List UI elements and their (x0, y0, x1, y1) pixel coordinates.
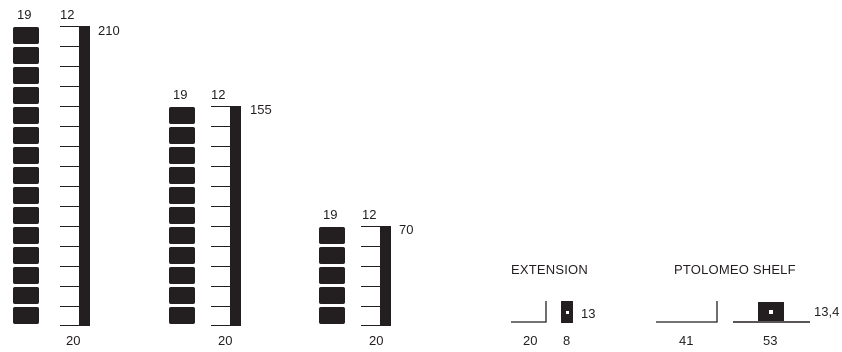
pole-tick (211, 206, 230, 207)
unit-3-height-label: 70 (399, 222, 414, 237)
shelf-block (13, 27, 39, 44)
pole-tick (211, 146, 230, 147)
pole-tick (361, 266, 380, 267)
pole-tick (60, 146, 79, 147)
shelf-block (13, 67, 39, 84)
unit-1-pole-bar (79, 26, 90, 326)
pole-tick (60, 126, 79, 127)
pole-tick (60, 86, 79, 87)
pole-tick (211, 325, 230, 326)
unit-3-block-width-label: 19 (323, 207, 338, 222)
unit-1-pole-width-label: 12 (60, 7, 75, 22)
unit-1-height-label: 210 (98, 23, 120, 38)
shelf-block (319, 227, 345, 244)
shelf-block (13, 167, 39, 184)
pole-tick (60, 66, 79, 67)
pole-tick (211, 286, 230, 287)
shelf-block (169, 167, 195, 184)
pole-tick (211, 306, 230, 307)
shelf-block (169, 207, 195, 224)
shelf-block (13, 207, 39, 224)
shelf-block (13, 127, 39, 144)
pole-tick (211, 246, 230, 247)
unit-2-pole-width-label: 12 (211, 87, 226, 102)
shelf-block (169, 307, 195, 324)
shelf-block (13, 287, 39, 304)
shelf-block (13, 227, 39, 244)
shelf-block (169, 147, 195, 164)
pole-tick (60, 286, 79, 287)
unit-1-depth-label: 20 (66, 333, 81, 348)
pole-tick (361, 246, 380, 247)
unit-3-pole (361, 226, 391, 326)
shelf-section-dot-icon (769, 310, 773, 314)
shelf-block (169, 227, 195, 244)
extension-title: EXTENSION (511, 262, 588, 277)
extension-depth-label: 20 (523, 333, 538, 348)
unit-2-block-width-label: 19 (173, 87, 188, 102)
pole-tick (361, 286, 380, 287)
unit-2-height-label: 155 (250, 102, 272, 117)
extension-side-profile-icon (511, 301, 547, 323)
shelf-block (319, 267, 345, 284)
shelf-height-label: 13,4 (814, 304, 840, 319)
shelf-block (319, 287, 345, 304)
shelf-side-profile-icon (656, 301, 718, 323)
shelf-block (319, 247, 345, 264)
pole-tick (361, 226, 380, 227)
unit-2-pole-bar (230, 106, 241, 326)
extension-section-dot-icon (566, 311, 569, 314)
pole-tick (60, 266, 79, 267)
unit-1-pole (60, 26, 90, 326)
pole-tick (211, 226, 230, 227)
pole-tick (211, 166, 230, 167)
pole-tick (60, 306, 79, 307)
pole-tick (211, 186, 230, 187)
shelf-block (169, 267, 195, 284)
pole-tick (60, 106, 79, 107)
shelf-block (13, 47, 39, 64)
pole-tick (60, 26, 79, 27)
shelf-width-label: 53 (763, 333, 778, 348)
unit-2-depth-label: 20 (218, 333, 233, 348)
shelf-block (13, 147, 39, 164)
pole-tick (211, 106, 230, 107)
shelf-block (13, 307, 39, 324)
extension-height-label: 13 (581, 306, 596, 321)
pole-tick (60, 166, 79, 167)
shelf-block (319, 307, 345, 324)
shelf-depth-label: 41 (679, 333, 694, 348)
pole-tick (211, 266, 230, 267)
shelf-block (13, 247, 39, 264)
pole-tick (60, 325, 79, 326)
unit-3-pole-width-label: 12 (362, 207, 377, 222)
unit-2-pole (211, 106, 241, 326)
pole-tick (361, 325, 380, 326)
unit-3-pole-bar (380, 226, 391, 326)
unit-3-block-stack (319, 226, 345, 326)
pole-tick (60, 206, 79, 207)
shelf-block (169, 107, 195, 124)
shelf-block (169, 187, 195, 204)
unit-3-depth-label: 20 (369, 333, 384, 348)
unit-1-block-width-label: 19 (17, 7, 32, 22)
pole-tick (60, 246, 79, 247)
pole-tick (361, 306, 380, 307)
unit-2-block-stack (169, 106, 195, 326)
shelf-block (13, 87, 39, 104)
pole-tick (211, 126, 230, 127)
pole-tick (60, 186, 79, 187)
shelf-block (13, 187, 39, 204)
shelf-block (169, 287, 195, 304)
shelf-block (169, 127, 195, 144)
shelf-title: PTOLOMEO SHELF (674, 262, 796, 277)
shelf-block (13, 107, 39, 124)
pole-tick (60, 46, 79, 47)
shelf-block (13, 267, 39, 284)
pole-tick (60, 226, 79, 227)
unit-1-block-stack (13, 26, 39, 326)
extension-width-label: 8 (563, 333, 571, 348)
shelf-block (169, 247, 195, 264)
